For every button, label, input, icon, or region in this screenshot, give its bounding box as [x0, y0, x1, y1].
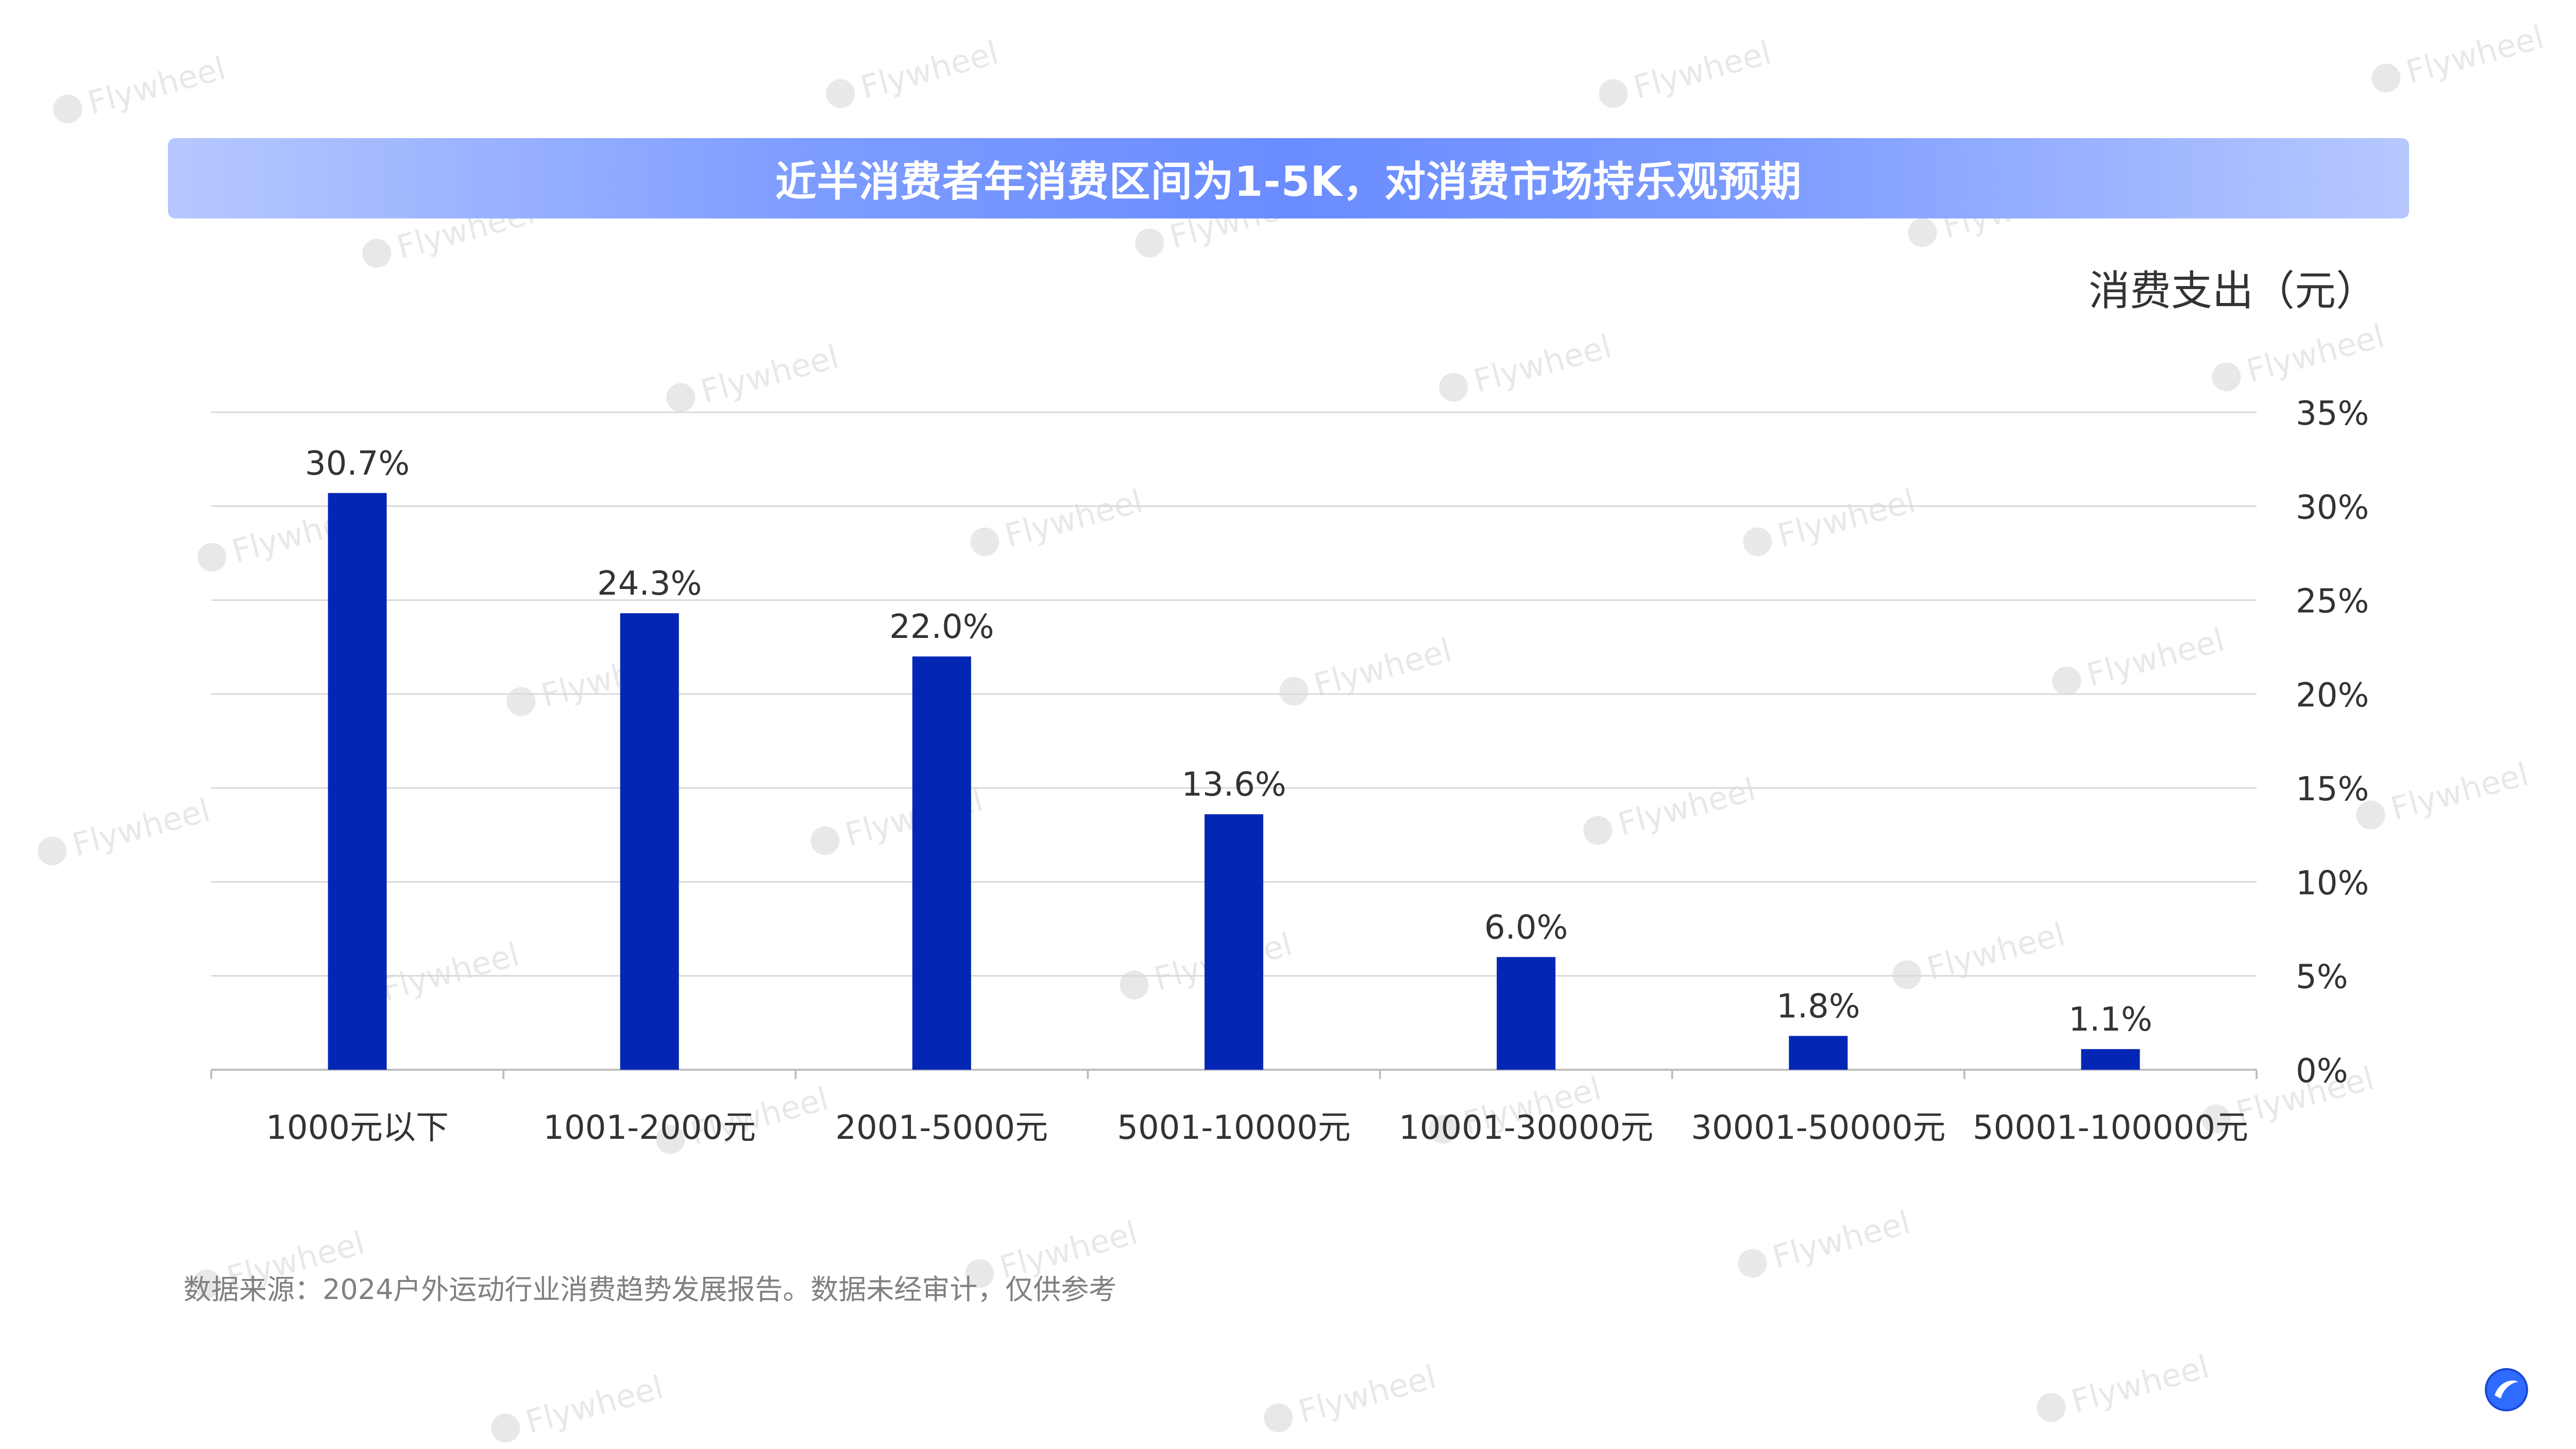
bar — [1497, 957, 1556, 1070]
data-label: 24.3% — [597, 565, 702, 603]
y-tick-label: 25% — [2296, 583, 2369, 621]
data-label: 30.7% — [305, 445, 410, 483]
x-tick-label: 1001-2000元 — [543, 1109, 756, 1147]
data-label: 6.0% — [1484, 908, 1568, 947]
data-label: 1.1% — [2069, 1001, 2153, 1039]
y-tick-label: 35% — [2296, 395, 2369, 433]
x-tick-label: 50001-100000元 — [1973, 1109, 2248, 1147]
x-tick-label: 10001-30000元 — [1399, 1109, 1653, 1147]
chart-title: 近半消费者年消费区间为1-5K，对消费市场持乐观预期 — [775, 158, 1802, 206]
bar — [2081, 1049, 2140, 1070]
bar — [1205, 814, 1263, 1070]
y-tick-label: 5% — [2296, 958, 2348, 997]
flywheel-logo-icon — [2485, 1368, 2528, 1411]
y-tick-label: 15% — [2296, 770, 2369, 808]
data-label: 22.0% — [889, 608, 994, 646]
bar — [1789, 1036, 1848, 1070]
title-banner: 近半消费者年消费区间为1-5K，对消费市场持乐观预期 — [168, 138, 2409, 218]
source-note: 数据来源：2024户外运动行业消费趋势发展报告。数据未经审计，仅供参考 — [183, 1273, 1117, 1306]
data-label: 13.6% — [1181, 766, 1286, 804]
bar — [912, 656, 971, 1070]
y-tick-label: 20% — [2296, 677, 2369, 715]
data-label: 1.8% — [1776, 987, 1860, 1025]
x-tick-label: 1000元以下 — [266, 1109, 449, 1147]
y-tick-label: 0% — [2296, 1052, 2348, 1090]
y-tick-label: 30% — [2296, 488, 2369, 527]
x-tick-label: 30001-50000元 — [1691, 1109, 1945, 1147]
y-tick-label: 10% — [2296, 864, 2369, 902]
bar — [620, 613, 679, 1070]
bar — [328, 493, 387, 1070]
x-tick-label: 5001-10000元 — [1117, 1109, 1351, 1147]
y-axis-unit-label: 消费支出（元） — [2089, 267, 2377, 315]
x-tick-label: 2001-5000元 — [835, 1109, 1048, 1147]
